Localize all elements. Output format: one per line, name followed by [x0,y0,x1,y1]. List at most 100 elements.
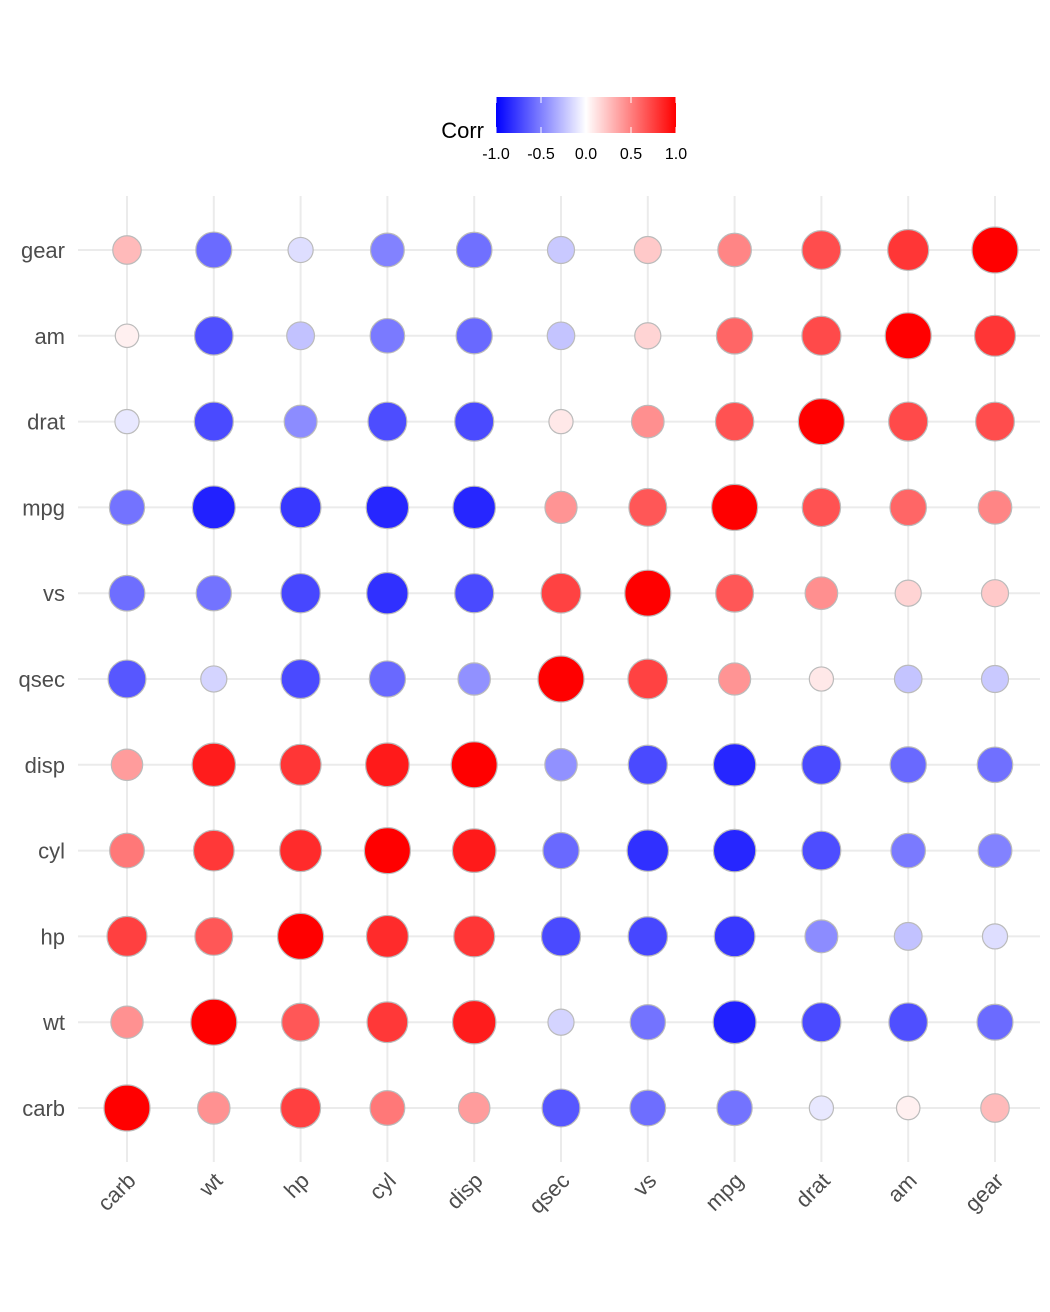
point-carb-vs [108,574,146,612]
point-disp-drat [454,401,495,442]
correlation-points [103,226,1019,1132]
point-qsec-mpg [544,490,578,525]
point-vs-vs [624,569,672,617]
point-gear-vs [980,579,1010,608]
point-vs-cyl [626,829,670,872]
point-wt-drat [193,401,234,442]
point-cyl-qsec [368,660,407,698]
point-vs-hp [627,916,669,957]
x-axis: carb wt hp cyl disp qsec vs mpg drat am gear [93,1168,1009,1219]
legend-tick-label: 1.0 [665,146,687,163]
point-hp-vs [280,572,321,614]
point-vs-mpg [628,487,668,527]
legend: Corr -1.0 -0.5 0.0 0.5 1.0 [441,97,687,163]
point-disp-qsec [457,662,491,696]
point-drat-mpg [801,487,842,528]
y-tick-label-am: am [34,324,65,349]
point-drat-am [801,315,842,356]
y-tick-label-cyl: cyl [38,839,65,864]
point-carb-cyl [109,832,145,869]
point-am-qsec [893,664,923,694]
point-carb-carb [103,1084,151,1132]
point-drat-wt [801,1002,842,1043]
point-wt-disp [191,742,237,788]
point-disp-cyl [451,828,497,873]
point-qsec-hp [540,916,582,957]
point-wt-cyl [192,829,235,872]
point-am-wt [888,1002,929,1043]
point-qsec-drat [548,408,574,435]
point-qsec-wt [547,1008,575,1036]
point-am-vs [894,579,922,607]
point-gear-wt [976,1003,1014,1041]
point-disp-wt [451,999,497,1045]
legend-tick-label: 0.0 [575,146,597,163]
y-tick-label-wt: wt [42,1010,65,1035]
point-wt-am [193,315,234,356]
y-tick-label-gear: gear [21,238,65,263]
x-tick-label-drat: drat [790,1168,834,1212]
point-disp-vs [454,573,495,614]
point-mpg-qsec [717,662,752,696]
point-carb-mpg [108,489,146,526]
point-qsec-qsec [537,655,585,703]
point-qsec-cyl [542,831,580,870]
point-wt-gear [195,231,233,269]
point-vs-gear [633,235,662,265]
point-carb-qsec [107,659,147,699]
point-cyl-mpg [365,485,410,530]
point-am-carb [895,1095,921,1121]
point-gear-carb [980,1093,1010,1123]
point-am-drat [888,401,929,442]
point-carb-gear [112,235,142,265]
point-carb-hp [106,915,148,958]
point-am-am [884,312,932,360]
x-tick-label-qsec: qsec [524,1168,575,1219]
y-tick-label-drat: drat [27,410,65,435]
legend-title: Corr [441,118,484,143]
point-hp-mpg [279,486,322,529]
point-wt-mpg [191,485,236,530]
point-cyl-am [369,317,406,354]
point-wt-wt [190,998,238,1046]
point-mpg-gear [717,232,752,268]
point-disp-gear [455,231,493,269]
point-mpg-vs [715,573,755,613]
x-tick-label-disp: disp [442,1168,488,1214]
point-mpg-am [715,316,754,355]
point-cyl-disp [365,742,410,788]
point-gear-mpg [977,490,1013,525]
point-hp-drat [283,404,318,439]
x-tick-label-carb: carb [93,1168,141,1216]
point-mpg-drat [714,401,755,442]
point-gear-disp [976,746,1014,784]
point-drat-carb [808,1095,835,1121]
point-qsec-vs [540,572,582,614]
point-hp-cyl [279,829,323,873]
point-disp-disp [450,741,498,789]
legend-tick-label: 0.5 [620,146,642,163]
point-hp-wt [281,1002,321,1042]
point-disp-carb [457,1091,491,1125]
point-qsec-am [546,321,576,351]
point-gear-gear [971,226,1019,274]
point-drat-drat [797,398,846,446]
x-tick-label-hp: hp [279,1168,314,1203]
y-tick-label-carb: carb [22,1096,65,1121]
point-am-gear [887,228,930,272]
point-vs-disp [627,744,668,785]
y-tick-label-mpg: mpg [22,495,65,520]
point-wt-carb [197,1091,231,1125]
point-drat-gear [801,230,842,271]
point-gear-cyl [977,833,1013,869]
point-mpg-wt [712,1000,757,1045]
point-qsec-gear [546,235,576,265]
point-carb-wt [110,1005,144,1039]
x-tick-label-mpg: mpg [700,1168,748,1216]
point-hp-gear [287,236,314,264]
point-hp-hp [277,912,325,961]
point-disp-mpg [452,485,497,530]
point-gear-drat [974,401,1015,442]
point-cyl-cyl [363,826,411,875]
point-mpg-mpg [710,483,759,531]
